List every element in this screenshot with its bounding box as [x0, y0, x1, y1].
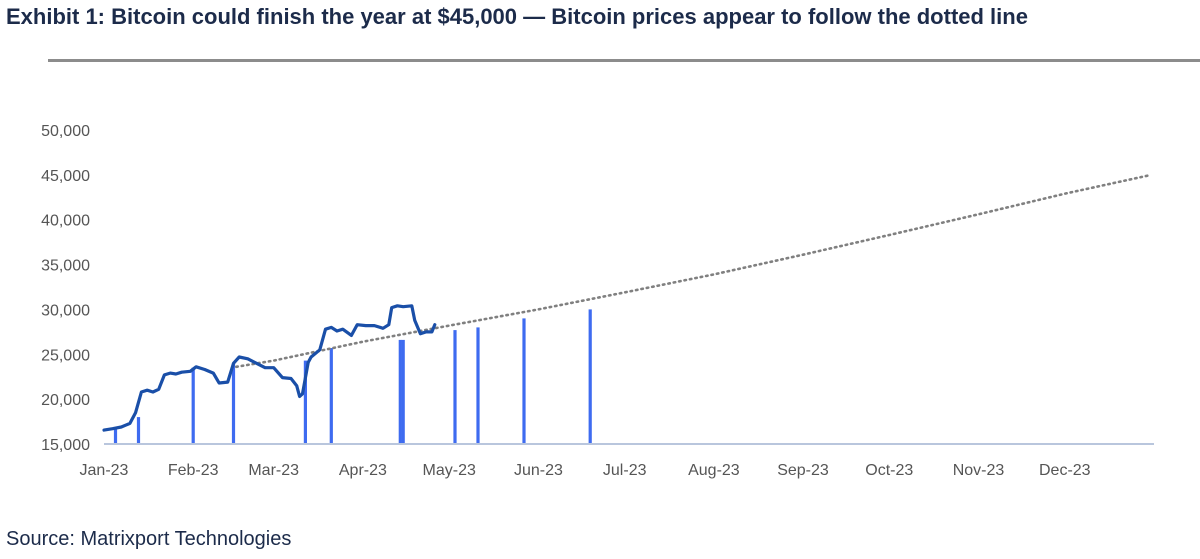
title-divider: [48, 59, 1200, 62]
marker-bar: [329, 348, 333, 444]
marker-bar: [401, 339, 405, 444]
marker-bar: [191, 367, 195, 444]
y-tick-label: 45,000: [41, 168, 90, 185]
marker-bar: [303, 360, 307, 444]
x-tick-label: Aug-23: [688, 462, 740, 479]
x-tick-label: Mar-23: [248, 462, 299, 479]
y-tick-label: 40,000: [41, 213, 90, 230]
y-tick-label: 20,000: [41, 392, 90, 409]
trend-line-group: [235, 173, 1153, 369]
x-tick-label: Apr-23: [339, 462, 387, 479]
y-tick-label: 50,000: [41, 123, 90, 140]
x-tick-label: Jul-23: [603, 462, 647, 479]
marker-bar: [398, 339, 402, 444]
marker-bar: [588, 309, 592, 444]
y-axis-labels: 15,000 20,000 25,000 30,000 35,000 40,000 45,0…: [41, 123, 90, 454]
x-tick-label: Feb-23: [168, 462, 219, 479]
marker-bars: [113, 309, 592, 444]
price-line-group: [102, 304, 437, 432]
exhibit-title: Exhibit 1: Bitcoin could finish the year…: [6, 4, 1028, 29]
y-tick-label: 35,000: [41, 258, 90, 275]
x-axis-labels: Jan-23 Feb-23 Mar-23 Apr-23 May-23 Jun-23 Jul-…: [80, 462, 1091, 479]
marker-bar: [231, 363, 236, 444]
x-tick-label: May-23: [423, 462, 476, 479]
marker-bar: [453, 330, 457, 444]
source-note: Source: Matrixport Technologies: [6, 528, 292, 550]
y-tick-label: 15,000: [41, 437, 90, 454]
marker-bar: [476, 327, 480, 444]
x-tick-label: Jan-23: [80, 462, 129, 479]
y-tick-label: 30,000: [41, 302, 90, 319]
x-tick-label: Nov-23: [953, 462, 1005, 479]
x-tick-label: Sep-23: [777, 462, 829, 479]
marker-bar: [136, 417, 141, 444]
x-tick-label: Jun-23: [514, 462, 563, 479]
x-tick-label: Oct-23: [865, 462, 913, 479]
marker-bar: [522, 318, 526, 444]
y-tick-label: 25,000: [41, 347, 90, 364]
price-line: [102, 304, 437, 432]
marker-bar: [113, 427, 118, 444]
x-tick-label: Dec-23: [1039, 462, 1091, 479]
trend-line: [235, 173, 1153, 369]
bitcoin-price-chart: 15,000 20,000 25,000 30,000 35,000 40,000 45,0…: [41, 123, 1154, 479]
